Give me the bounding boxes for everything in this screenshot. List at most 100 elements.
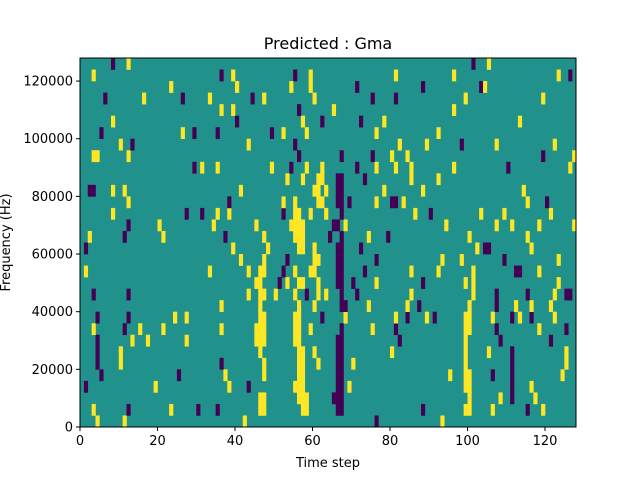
- heatmap-cell-high: [297, 357, 302, 370]
- heatmap-cell-high: [304, 161, 309, 174]
- heatmap-cell-low: [335, 265, 340, 278]
- heatmap-cell-high: [463, 323, 468, 336]
- heatmap-cell-high: [452, 69, 457, 82]
- heatmap-cell-low: [374, 415, 379, 428]
- heatmap-cell-high: [382, 184, 387, 197]
- heatmap-cell-high: [463, 311, 468, 324]
- heatmap-cell-low: [510, 357, 515, 370]
- heatmap-cell-high: [258, 311, 263, 324]
- heatmap-cell-high: [444, 219, 449, 232]
- heatmap-cell-high: [300, 277, 306, 289]
- heatmap-cell-low: [215, 127, 220, 140]
- heatmap-cell-high: [300, 380, 306, 393]
- heatmap-cell-low: [335, 277, 340, 289]
- heatmap-cell-low: [87, 184, 92, 197]
- x-tick-label: 0: [76, 434, 84, 449]
- heatmap-cell-high: [184, 334, 189, 347]
- heatmap-cell-high: [258, 265, 263, 278]
- heatmap-cell-low: [130, 138, 135, 151]
- heatmap-cell-high: [316, 288, 321, 301]
- heatmap-cell-high: [556, 254, 561, 266]
- heatmap-cell-high: [169, 81, 174, 93]
- heatmap-cell-high: [91, 323, 96, 336]
- heatmap-cell-high: [564, 346, 569, 359]
- heatmap-cell-high: [312, 265, 317, 278]
- heatmap-cell-low: [370, 150, 375, 163]
- heatmap-cell-high: [467, 230, 472, 243]
- heatmap-cell-low: [494, 288, 499, 301]
- heatmap-cell-high: [281, 196, 286, 209]
- heatmap-cell-high: [467, 300, 472, 312]
- heatmap-cell-low: [95, 357, 100, 370]
- heatmap-cell-high: [231, 242, 236, 255]
- heatmap-cell-high: [293, 219, 298, 232]
- heatmap-cell-low: [339, 380, 344, 393]
- heatmap-cell-high: [111, 115, 116, 128]
- heatmap-cell-high: [502, 207, 507, 220]
- heatmap-cell-low: [359, 115, 364, 128]
- heatmap-cell-high: [452, 161, 457, 174]
- heatmap-cell-high: [440, 254, 445, 266]
- heatmap-cell-low: [91, 184, 96, 197]
- heatmap-cell-high: [254, 334, 259, 347]
- heatmap-cell-low: [568, 288, 573, 301]
- heatmap-cell-high: [138, 323, 143, 336]
- heatmap-cell-low: [339, 150, 344, 163]
- heatmap-cell-high: [312, 346, 317, 359]
- heatmap-cell-high: [269, 161, 275, 174]
- heatmap-cell-high: [525, 196, 530, 209]
- heatmap-cell-low: [180, 92, 185, 105]
- heatmap-cell-high: [262, 334, 267, 347]
- heatmap-cell-low: [335, 184, 340, 197]
- heatmap-cell-high: [405, 150, 410, 163]
- heatmap-cell-high: [324, 184, 329, 197]
- heatmap-cell-low: [545, 196, 550, 209]
- heatmap-cell-high: [397, 138, 402, 151]
- heatmap-cell-high: [475, 242, 480, 255]
- heatmap-cell-low: [235, 115, 240, 128]
- heatmap-cell-high: [556, 277, 561, 289]
- heatmap-cell-high: [246, 265, 251, 278]
- heatmap-cell-high: [529, 242, 534, 255]
- heatmap-cell-low: [126, 311, 131, 324]
- heatmap-cell-low: [386, 230, 391, 243]
- heatmap-cell-high: [227, 207, 232, 220]
- heatmap-cell-high: [374, 277, 379, 289]
- heatmap-cell-high: [297, 277, 302, 289]
- heatmap-cell-high: [552, 311, 557, 324]
- heatmap-cell-high: [366, 230, 371, 243]
- heatmap-cell-high: [405, 300, 410, 312]
- heatmap-cell-high: [529, 380, 534, 393]
- heatmap-cell-high: [118, 357, 123, 370]
- heatmap-cell-low: [111, 58, 116, 70]
- heatmap-cell-low: [335, 380, 340, 393]
- heatmap-cell-high: [145, 334, 151, 347]
- heatmap-cell-low: [95, 334, 100, 347]
- heatmap-cell-high: [254, 323, 259, 336]
- heatmap-cell-low: [498, 334, 503, 347]
- heatmap-cell-low: [250, 92, 255, 105]
- heatmap-cell-low: [494, 323, 499, 336]
- heatmap-cell-high: [537, 219, 542, 232]
- heatmap-cell-high: [448, 369, 453, 382]
- heatmap-cell-high: [393, 161, 399, 174]
- heatmap-cell-high: [541, 92, 546, 105]
- heatmap-cell-high: [262, 230, 267, 243]
- heatmap-cell-high: [281, 127, 286, 140]
- heatmap-cell-low: [95, 311, 100, 324]
- heatmap-cell-high: [424, 138, 430, 151]
- heatmap-cell-low: [514, 265, 519, 278]
- heatmap-cell-high: [161, 323, 166, 336]
- heatmap-cell-high: [548, 207, 554, 220]
- x-tick-label: 60: [304, 434, 321, 449]
- heatmap-cell-low: [281, 207, 286, 220]
- heatmap-cell-high: [262, 265, 267, 278]
- heatmap-cell-low: [335, 369, 340, 382]
- heatmap-cell-low: [126, 403, 131, 416]
- heatmap-cell-high: [215, 207, 220, 220]
- heatmap-cell-low: [525, 403, 530, 416]
- heatmap-cell-low: [339, 392, 344, 405]
- y-tick-label: 80000: [32, 190, 73, 205]
- heatmap-cell-low: [339, 196, 344, 209]
- heatmap-cell-low: [339, 230, 344, 243]
